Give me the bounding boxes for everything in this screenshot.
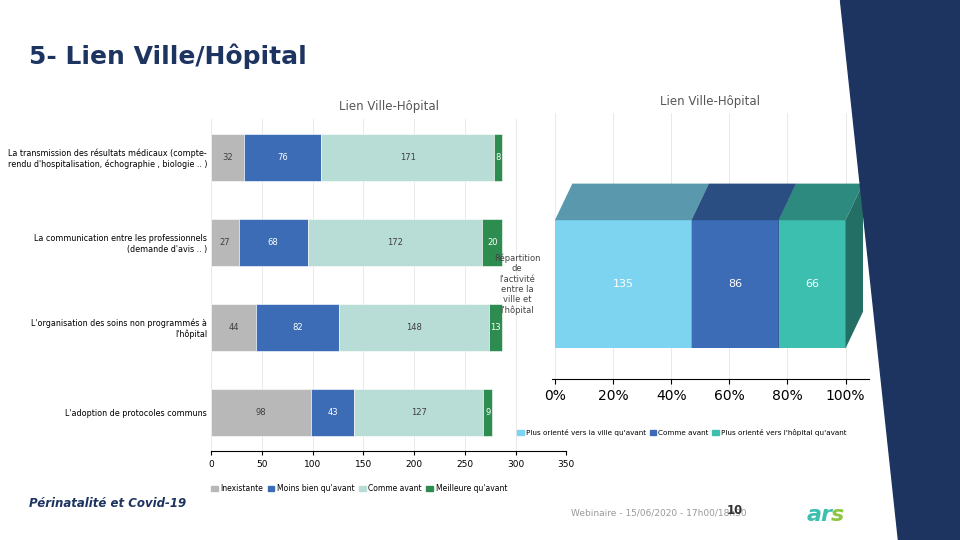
Bar — [321, 134, 494, 181]
Bar — [482, 219, 502, 266]
Text: 8: 8 — [495, 153, 501, 162]
Bar — [483, 389, 492, 436]
Text: Répartition
de
l'activité
entre la
ville et
l'hôpital: Répartition de l'activité entre la ville… — [493, 253, 540, 315]
Text: 13: 13 — [491, 323, 501, 332]
Bar — [691, 220, 779, 348]
Bar — [555, 220, 691, 348]
Bar — [307, 219, 482, 266]
Text: Webinaire - 15/06/2020 - 17h00/18h30: Webinaire - 15/06/2020 - 17h00/18h30 — [571, 508, 747, 517]
Bar — [211, 219, 239, 266]
Text: 148: 148 — [406, 323, 422, 332]
Bar — [311, 389, 354, 436]
Text: Périnatalité et Covid-19: Périnatalité et Covid-19 — [29, 497, 186, 510]
Text: 43: 43 — [327, 408, 338, 417]
Text: s: s — [830, 505, 844, 525]
Text: 172: 172 — [387, 238, 403, 247]
Text: 82: 82 — [292, 323, 302, 332]
Text: 27: 27 — [220, 238, 230, 247]
Text: 20: 20 — [487, 238, 497, 247]
Polygon shape — [779, 184, 796, 348]
Text: 68: 68 — [268, 238, 278, 247]
Bar — [256, 304, 339, 351]
Bar — [211, 304, 256, 351]
Text: 86: 86 — [728, 279, 742, 289]
Bar — [354, 389, 483, 436]
Polygon shape — [691, 184, 709, 348]
Text: 10: 10 — [727, 504, 742, 517]
Text: 127: 127 — [411, 408, 426, 417]
Polygon shape — [846, 184, 863, 348]
Text: ar: ar — [806, 505, 832, 525]
Text: 5- Lien Ville/Hôpital: 5- Lien Ville/Hôpital — [29, 43, 306, 69]
Bar — [211, 134, 244, 181]
Legend: Inexistante, Moins bien qu'avant, Comme avant, Meilleure qu'avant: Inexistante, Moins bien qu'avant, Comme … — [208, 481, 510, 496]
Legend: Plus orienté vers la ville qu'avant, Comme avant, Plus orienté vers l'hôpital qu: Plus orienté vers la ville qu'avant, Com… — [515, 426, 850, 438]
Text: 76: 76 — [276, 153, 288, 162]
Bar — [494, 134, 502, 181]
Bar — [779, 220, 846, 348]
Bar — [211, 389, 311, 436]
Text: 32: 32 — [222, 153, 232, 162]
Text: 44: 44 — [228, 323, 239, 332]
Text: 9: 9 — [485, 408, 491, 417]
Polygon shape — [691, 184, 796, 220]
Title: Lien Ville-Hôpital: Lien Ville-Hôpital — [339, 100, 439, 113]
Bar — [339, 304, 490, 351]
Text: 171: 171 — [399, 153, 416, 162]
Bar — [490, 304, 502, 351]
Polygon shape — [555, 184, 709, 220]
Bar — [239, 219, 307, 266]
Text: 135: 135 — [612, 279, 634, 289]
Text: 98: 98 — [255, 408, 266, 417]
Polygon shape — [779, 184, 863, 220]
Bar — [244, 134, 321, 181]
Text: 66: 66 — [805, 279, 819, 289]
Title: Lien Ville-Hôpital: Lien Ville-Hôpital — [660, 95, 760, 108]
